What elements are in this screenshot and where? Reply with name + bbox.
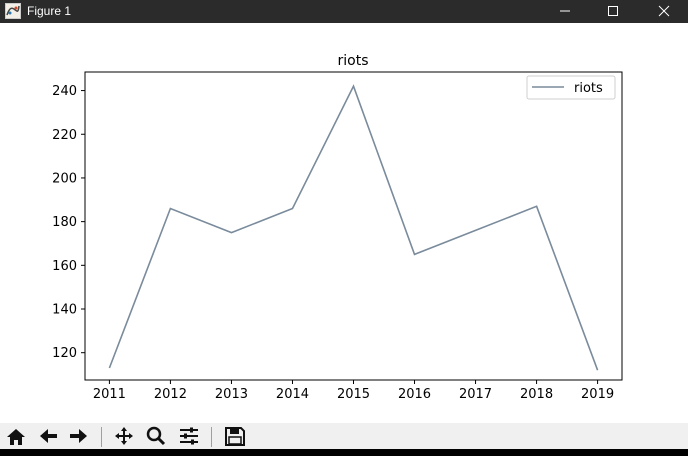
minimize-icon [559, 2, 571, 21]
x-tick-label: 2018 [520, 387, 553, 402]
pan-button[interactable] [111, 427, 137, 449]
toolbar-separator [211, 427, 212, 447]
home-button[interactable] [3, 427, 29, 449]
legend-label: riots [574, 81, 603, 96]
series-lines [108, 84, 599, 371]
y-tick-label: 140 [52, 303, 77, 318]
close-icon [658, 2, 670, 21]
back-arrow-icon [37, 426, 59, 450]
y-tick-label: 160 [52, 259, 77, 274]
home-icon [5, 426, 27, 450]
maximize-icon [607, 2, 619, 21]
navigation-toolbar [0, 423, 688, 449]
axes-frame [84, 71, 623, 381]
x-tick-label: 2017 [459, 387, 492, 402]
y-tick-label: 240 [52, 84, 77, 99]
forward-arrow-icon [68, 426, 90, 450]
y-tick-label: 220 [52, 128, 77, 143]
figure-canvas[interactable]: riots 2011 2012 2013 2014 2015 2016 2017 2018 20… [0, 23, 688, 423]
x-tick-label: 2011 [93, 387, 126, 402]
line-chart: riots 2011 2012 2013 2014 2015 2016 2017 2018 20… [52, 53, 623, 402]
window-title: Figure 1 [27, 4, 72, 18]
subplots-config-icon [178, 426, 200, 450]
y-tick-label: 120 [52, 346, 77, 361]
minimize-button[interactable] [542, 0, 588, 23]
series-line [108, 84, 599, 371]
x-tick-label: 2014 [276, 387, 309, 402]
legend: riots [526, 75, 616, 100]
x-tick-label: 2015 [337, 387, 370, 402]
back-button[interactable] [35, 427, 61, 449]
window-titlebar: Figure 1 [0, 0, 688, 23]
matplotlib-figure-icon [5, 3, 21, 19]
forward-button[interactable] [66, 427, 92, 449]
save-icon [224, 426, 246, 450]
legend-box [526, 75, 616, 100]
axis-ticks: 2011 2012 2013 2014 2015 2016 2017 2018 2019 120 1… [52, 84, 614, 402]
chart-title: riots [338, 53, 369, 69]
x-tick-label: 2016 [398, 387, 431, 402]
zoom-icon [145, 426, 167, 450]
x-tick-label: 2012 [154, 387, 187, 402]
x-tick-label: 2019 [581, 387, 614, 402]
y-tick-label: 180 [52, 215, 77, 230]
save-button[interactable] [222, 427, 248, 449]
maximize-button[interactable] [590, 0, 636, 23]
x-tick-label: 2013 [215, 387, 248, 402]
toolbar-separator [101, 427, 102, 447]
window-bottom-edge [0, 449, 688, 456]
subplots-config-button[interactable] [176, 427, 202, 449]
pan-icon [113, 426, 135, 450]
y-tick-label: 200 [52, 171, 77, 186]
close-button[interactable] [641, 0, 687, 23]
zoom-button[interactable] [143, 426, 169, 450]
